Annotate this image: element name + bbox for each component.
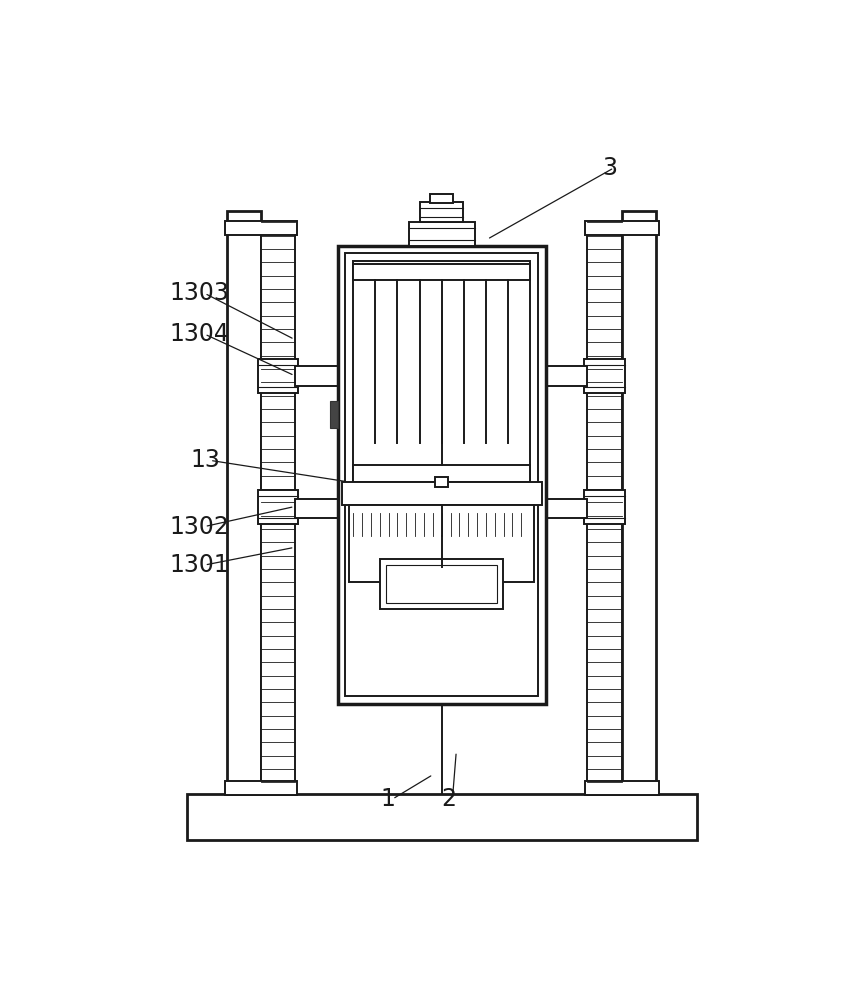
Bar — [587, 222, 622, 782]
Text: 1304: 1304 — [170, 322, 230, 346]
Bar — [225, 781, 297, 795]
Bar — [345, 253, 538, 696]
Bar — [353, 261, 530, 482]
Bar — [585, 221, 659, 235]
Bar — [585, 781, 659, 795]
Bar — [420, 202, 463, 222]
Bar — [622, 211, 656, 794]
Bar — [387, 565, 497, 603]
Bar — [261, 222, 294, 782]
Bar — [353, 264, 530, 280]
Bar — [353, 465, 530, 482]
Bar — [294, 499, 341, 518]
Bar — [542, 366, 587, 386]
Bar — [584, 490, 625, 524]
Bar — [294, 366, 341, 386]
Bar — [187, 794, 697, 840]
Bar — [257, 359, 298, 393]
Bar — [430, 194, 453, 203]
Bar — [226, 211, 261, 794]
Text: 3: 3 — [603, 156, 617, 180]
Text: 2: 2 — [441, 787, 455, 811]
Text: 1303: 1303 — [170, 281, 230, 305]
Bar — [350, 505, 534, 582]
Bar — [584, 359, 625, 393]
Bar — [330, 401, 338, 428]
Text: 1301: 1301 — [170, 553, 230, 577]
Bar — [408, 222, 474, 246]
Bar — [380, 559, 503, 609]
Text: 13: 13 — [190, 448, 220, 472]
Bar — [257, 490, 298, 524]
Text: 1302: 1302 — [170, 515, 230, 539]
Bar — [342, 482, 542, 505]
Bar — [436, 477, 448, 487]
Bar — [542, 499, 587, 518]
Bar — [225, 221, 297, 235]
Bar — [353, 513, 530, 536]
Bar — [338, 246, 546, 704]
Text: 1: 1 — [381, 787, 396, 811]
